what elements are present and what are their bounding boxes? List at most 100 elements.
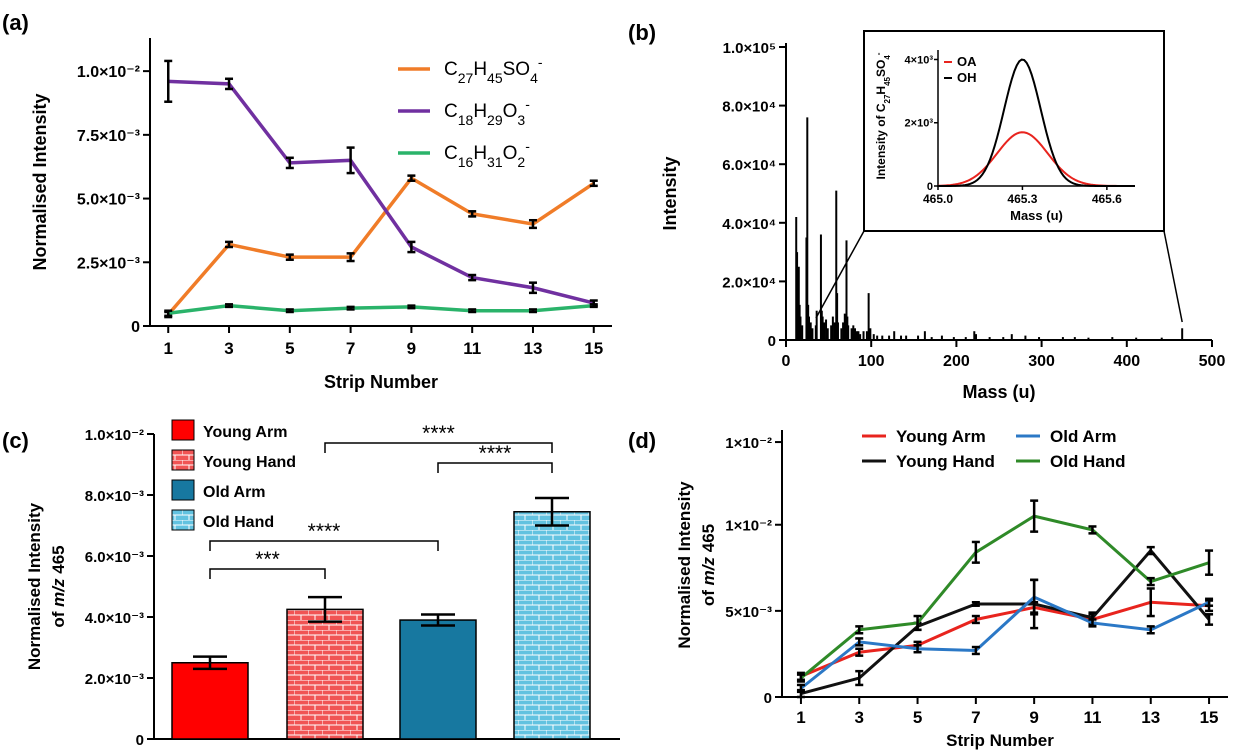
x-tick-label: 100	[858, 353, 885, 370]
legend-swatch	[171, 509, 195, 531]
significance-label: ****	[308, 520, 341, 543]
series-line	[166, 175, 595, 316]
series-line	[800, 595, 1210, 690]
y-tick-label: 2.0×10⁴	[722, 274, 776, 291]
y-axis-label: Normalised Intensity	[30, 93, 50, 270]
inset-x-axis-label: Mass (u)	[1010, 208, 1063, 223]
legend-label: Old Arm	[203, 484, 266, 501]
inset-y-tick-label: 0	[927, 181, 933, 193]
inset-box	[863, 30, 1165, 232]
inset-x-tick-label: 465.3	[1007, 192, 1037, 206]
x-tick-label: 11	[1083, 708, 1101, 727]
legend-label: Young Arm	[896, 427, 986, 446]
series-line	[800, 600, 1210, 678]
label-part: of	[699, 585, 718, 606]
legend-label: Young Hand	[896, 452, 995, 471]
y-tick-label: 5×10⁻³	[725, 604, 772, 621]
y-axis-label: Intensity	[660, 156, 680, 230]
y-tick-label: 2.0×10⁻³	[85, 671, 144, 688]
x-tick-label: 5	[285, 339, 294, 358]
inset-y-tick-label: 4×10³	[905, 54, 934, 66]
y-tick-label: 8.0×10⁻³	[85, 488, 144, 505]
significance-bracket	[324, 442, 553, 453]
panel-a-chart: 0 2.5×10⁻³ 5.0×10⁻³ 7.5×10⁻³ 1.0×10⁻² 1 3 5 7 9 11…	[30, 38, 612, 392]
panel-label-c: (c)	[2, 428, 29, 453]
legend-label: Old Arm	[1050, 427, 1116, 446]
x-tick-label: 0	[782, 353, 791, 370]
y-tick-label: 5.0×10⁻³	[77, 192, 140, 209]
x-tick-label: 5	[913, 708, 922, 727]
significance-label: ***	[255, 548, 280, 571]
y-tick-label: 7.5×10⁻³	[77, 128, 140, 145]
x-tick-label: 15	[1200, 708, 1219, 727]
y-tick-label: 6.0×10⁻³	[85, 549, 144, 566]
legend-swatch	[171, 419, 195, 441]
x-tick-label: 7	[971, 708, 980, 727]
y-axis-label: of m/z 465	[699, 524, 718, 606]
inset-x-tick-label: 465.0	[923, 192, 953, 206]
inset-series-line	[937, 58, 1135, 187]
y-tick-label: 8.0×10⁴	[722, 99, 776, 116]
y-tick-label: 1×10⁻²	[725, 435, 772, 452]
x-tick-label: 500	[1199, 353, 1226, 370]
legend-swatch	[171, 449, 195, 471]
panel-label-d: (d)	[628, 428, 656, 453]
x-tick-label: 15	[584, 339, 603, 358]
inset-y-tick-label: 2×10³	[905, 118, 934, 130]
legend-label: Old Hand	[203, 514, 274, 531]
label-part: 465	[49, 545, 68, 578]
y-tick-label: 0	[764, 690, 772, 707]
y-tick-label: 2.5×10⁻³	[77, 255, 140, 272]
label-part: of	[49, 607, 68, 628]
legend-label: Young Hand	[203, 454, 296, 471]
y-tick-label: 1.0×10⁻²	[77, 64, 140, 81]
panel-c-chart: 0 2.0×10⁻³ 4.0×10⁻³ 6.0×10⁻³ 8.0×10⁻³ 1.0×10⁻…	[25, 419, 620, 749]
y-axis-label: Normalised Intensity	[25, 502, 44, 670]
y-tick-label: 6.0×10⁴	[722, 157, 776, 174]
x-axis-label: Mass (u)	[962, 382, 1035, 402]
legend-label: Young Arm	[203, 424, 287, 441]
significance-label: ****	[479, 442, 512, 465]
zoom-line	[815, 230, 865, 319]
series-line	[800, 548, 1211, 696]
legend-swatch	[171, 479, 195, 501]
x-tick-label: 7	[346, 339, 355, 358]
bar	[286, 608, 364, 740]
legend-label: C27H45SO4-	[444, 54, 543, 86]
y-tick-label: 4.0×10⁻³	[85, 610, 144, 627]
series-line	[799, 514, 1210, 680]
series-line	[168, 303, 594, 315]
x-tick-label: 3	[224, 339, 233, 358]
x-tick-label: 9	[1029, 708, 1038, 727]
x-tick-label: 200	[943, 353, 970, 370]
inset-x-tick-label: 465.6	[1092, 192, 1122, 206]
label-part: m/z	[49, 578, 68, 607]
y-tick-label: 1.0×10⁻²	[85, 427, 144, 444]
legend-label: C16H31O2-	[444, 138, 530, 170]
significance-bracket	[209, 540, 439, 551]
legend-label: Old Hand	[1050, 452, 1126, 471]
x-axis-label: Strip Number	[324, 372, 438, 392]
y-tick-label: 0	[768, 333, 776, 350]
x-tick-label: 9	[407, 339, 416, 358]
inset-legend-label: OH	[957, 70, 977, 85]
panel-label-a: (a)	[2, 10, 29, 35]
panel-b-chart: 0 2.0×10⁴ 4.0×10⁴ 6.0×10⁴ 8.0×10⁴ 1.0×10⁵ 0 100…	[660, 30, 1226, 402]
series-line	[168, 79, 595, 305]
inset-legend-label: OA	[957, 54, 977, 69]
x-tick-label: 3	[855, 708, 864, 727]
significance-bracket	[209, 568, 326, 579]
x-tick-label: 11	[463, 339, 481, 358]
x-tick-label: 1	[164, 339, 173, 358]
y-axis-label: of m/z 465	[49, 545, 68, 627]
bar	[171, 662, 249, 740]
x-tick-label: 13	[1141, 708, 1160, 727]
y-tick-label: 0	[131, 319, 140, 336]
bar	[399, 619, 477, 740]
y-axis-label: Normalised Intensity	[675, 481, 694, 649]
x-tick-label: 300	[1028, 353, 1055, 370]
y-tick-label: 1.0×10⁵	[723, 40, 776, 57]
y-tick-label: 0	[136, 732, 144, 749]
